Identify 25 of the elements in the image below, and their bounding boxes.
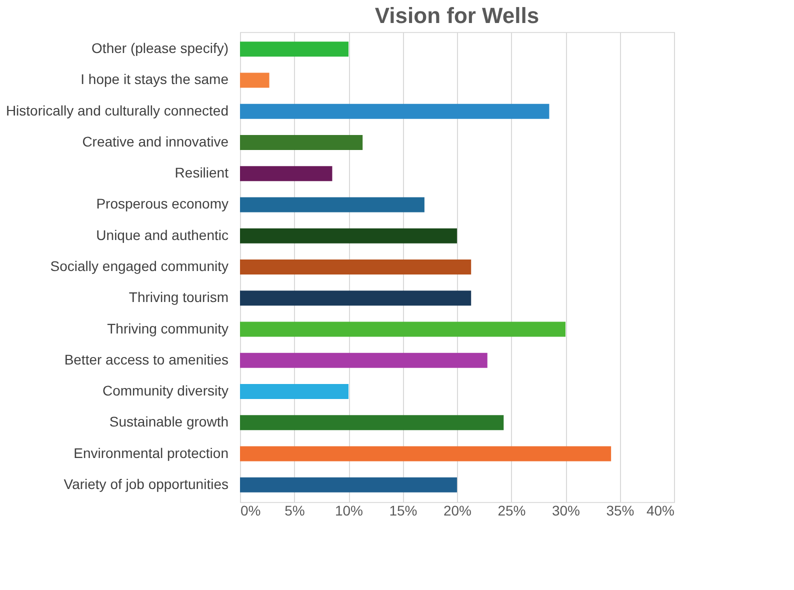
y-tick-label: Better access to amenities — [64, 351, 228, 368]
y-tick-label: Resilient — [174, 164, 229, 181]
y-tick-label: I hope it stays the same — [80, 71, 229, 88]
y-tick-label: Thriving tourism — [128, 289, 228, 306]
y-tick-label: Other (please specify) — [92, 40, 228, 56]
y-tick-label: Variety of job opportunities — [64, 476, 228, 492]
x-tick-label: 20% — [443, 502, 472, 518]
y-tick-label: Unique and authentic — [96, 226, 228, 243]
x-tick-label: 0% — [240, 502, 261, 518]
y-tick-label: Creative and innovative — [82, 133, 229, 150]
x-tick-label: 40% — [646, 502, 674, 518]
y-tick-label: Historically and culturally connected — [6, 102, 228, 118]
y-tick-label: Environmental protection — [74, 444, 228, 461]
x-tick-label: 10% — [334, 502, 364, 518]
x-tick-label: 25% — [498, 502, 526, 518]
y-tick-label: Community diversity — [102, 382, 228, 399]
y-tick-label: Sustainable growth — [109, 414, 228, 430]
x-tick-label: 30% — [552, 502, 580, 518]
y-tick-label: Thriving community — [107, 320, 228, 336]
x-tick-label: 35% — [606, 502, 634, 518]
chart-title: Vision for Wells — [374, 3, 540, 28]
y-tick-label: Prosperous economy — [96, 196, 228, 212]
y-tick-label: Socially engaged community — [50, 258, 228, 274]
x-tick-label: 5% — [284, 502, 305, 518]
x-tick-label: 15% — [389, 502, 418, 518]
